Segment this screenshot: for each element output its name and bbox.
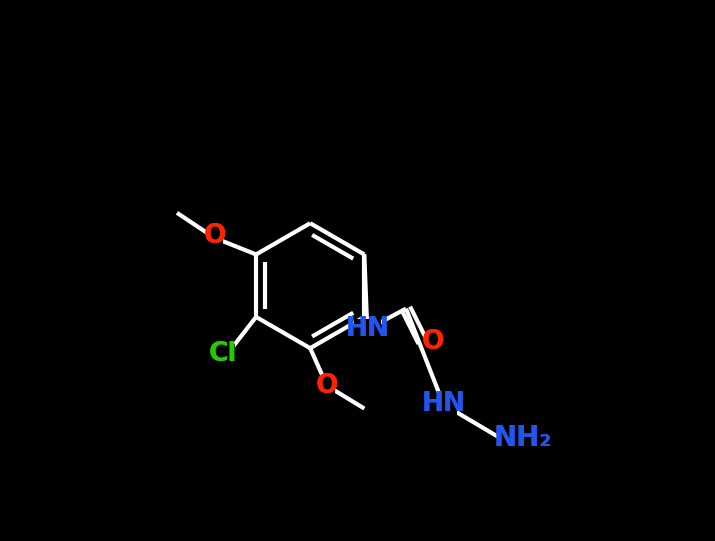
- Text: O: O: [422, 329, 444, 355]
- Text: HN: HN: [345, 316, 389, 342]
- Text: NH₂: NH₂: [493, 424, 552, 452]
- Text: HN: HN: [422, 392, 465, 418]
- FancyBboxPatch shape: [318, 377, 335, 395]
- FancyBboxPatch shape: [430, 394, 457, 415]
- Text: O: O: [203, 223, 226, 249]
- Text: O: O: [315, 373, 338, 399]
- Text: HN: HN: [422, 392, 465, 418]
- FancyBboxPatch shape: [504, 427, 541, 448]
- Text: O: O: [203, 223, 226, 249]
- Text: O: O: [315, 373, 338, 399]
- Text: O: O: [422, 329, 444, 355]
- Text: Cl: Cl: [209, 341, 237, 367]
- Text: Cl: Cl: [209, 341, 237, 367]
- Text: HN: HN: [345, 316, 389, 342]
- FancyBboxPatch shape: [206, 226, 223, 245]
- FancyBboxPatch shape: [354, 319, 381, 340]
- Text: NH₂: NH₂: [493, 424, 552, 452]
- FancyBboxPatch shape: [210, 344, 235, 365]
- FancyBboxPatch shape: [425, 333, 441, 351]
